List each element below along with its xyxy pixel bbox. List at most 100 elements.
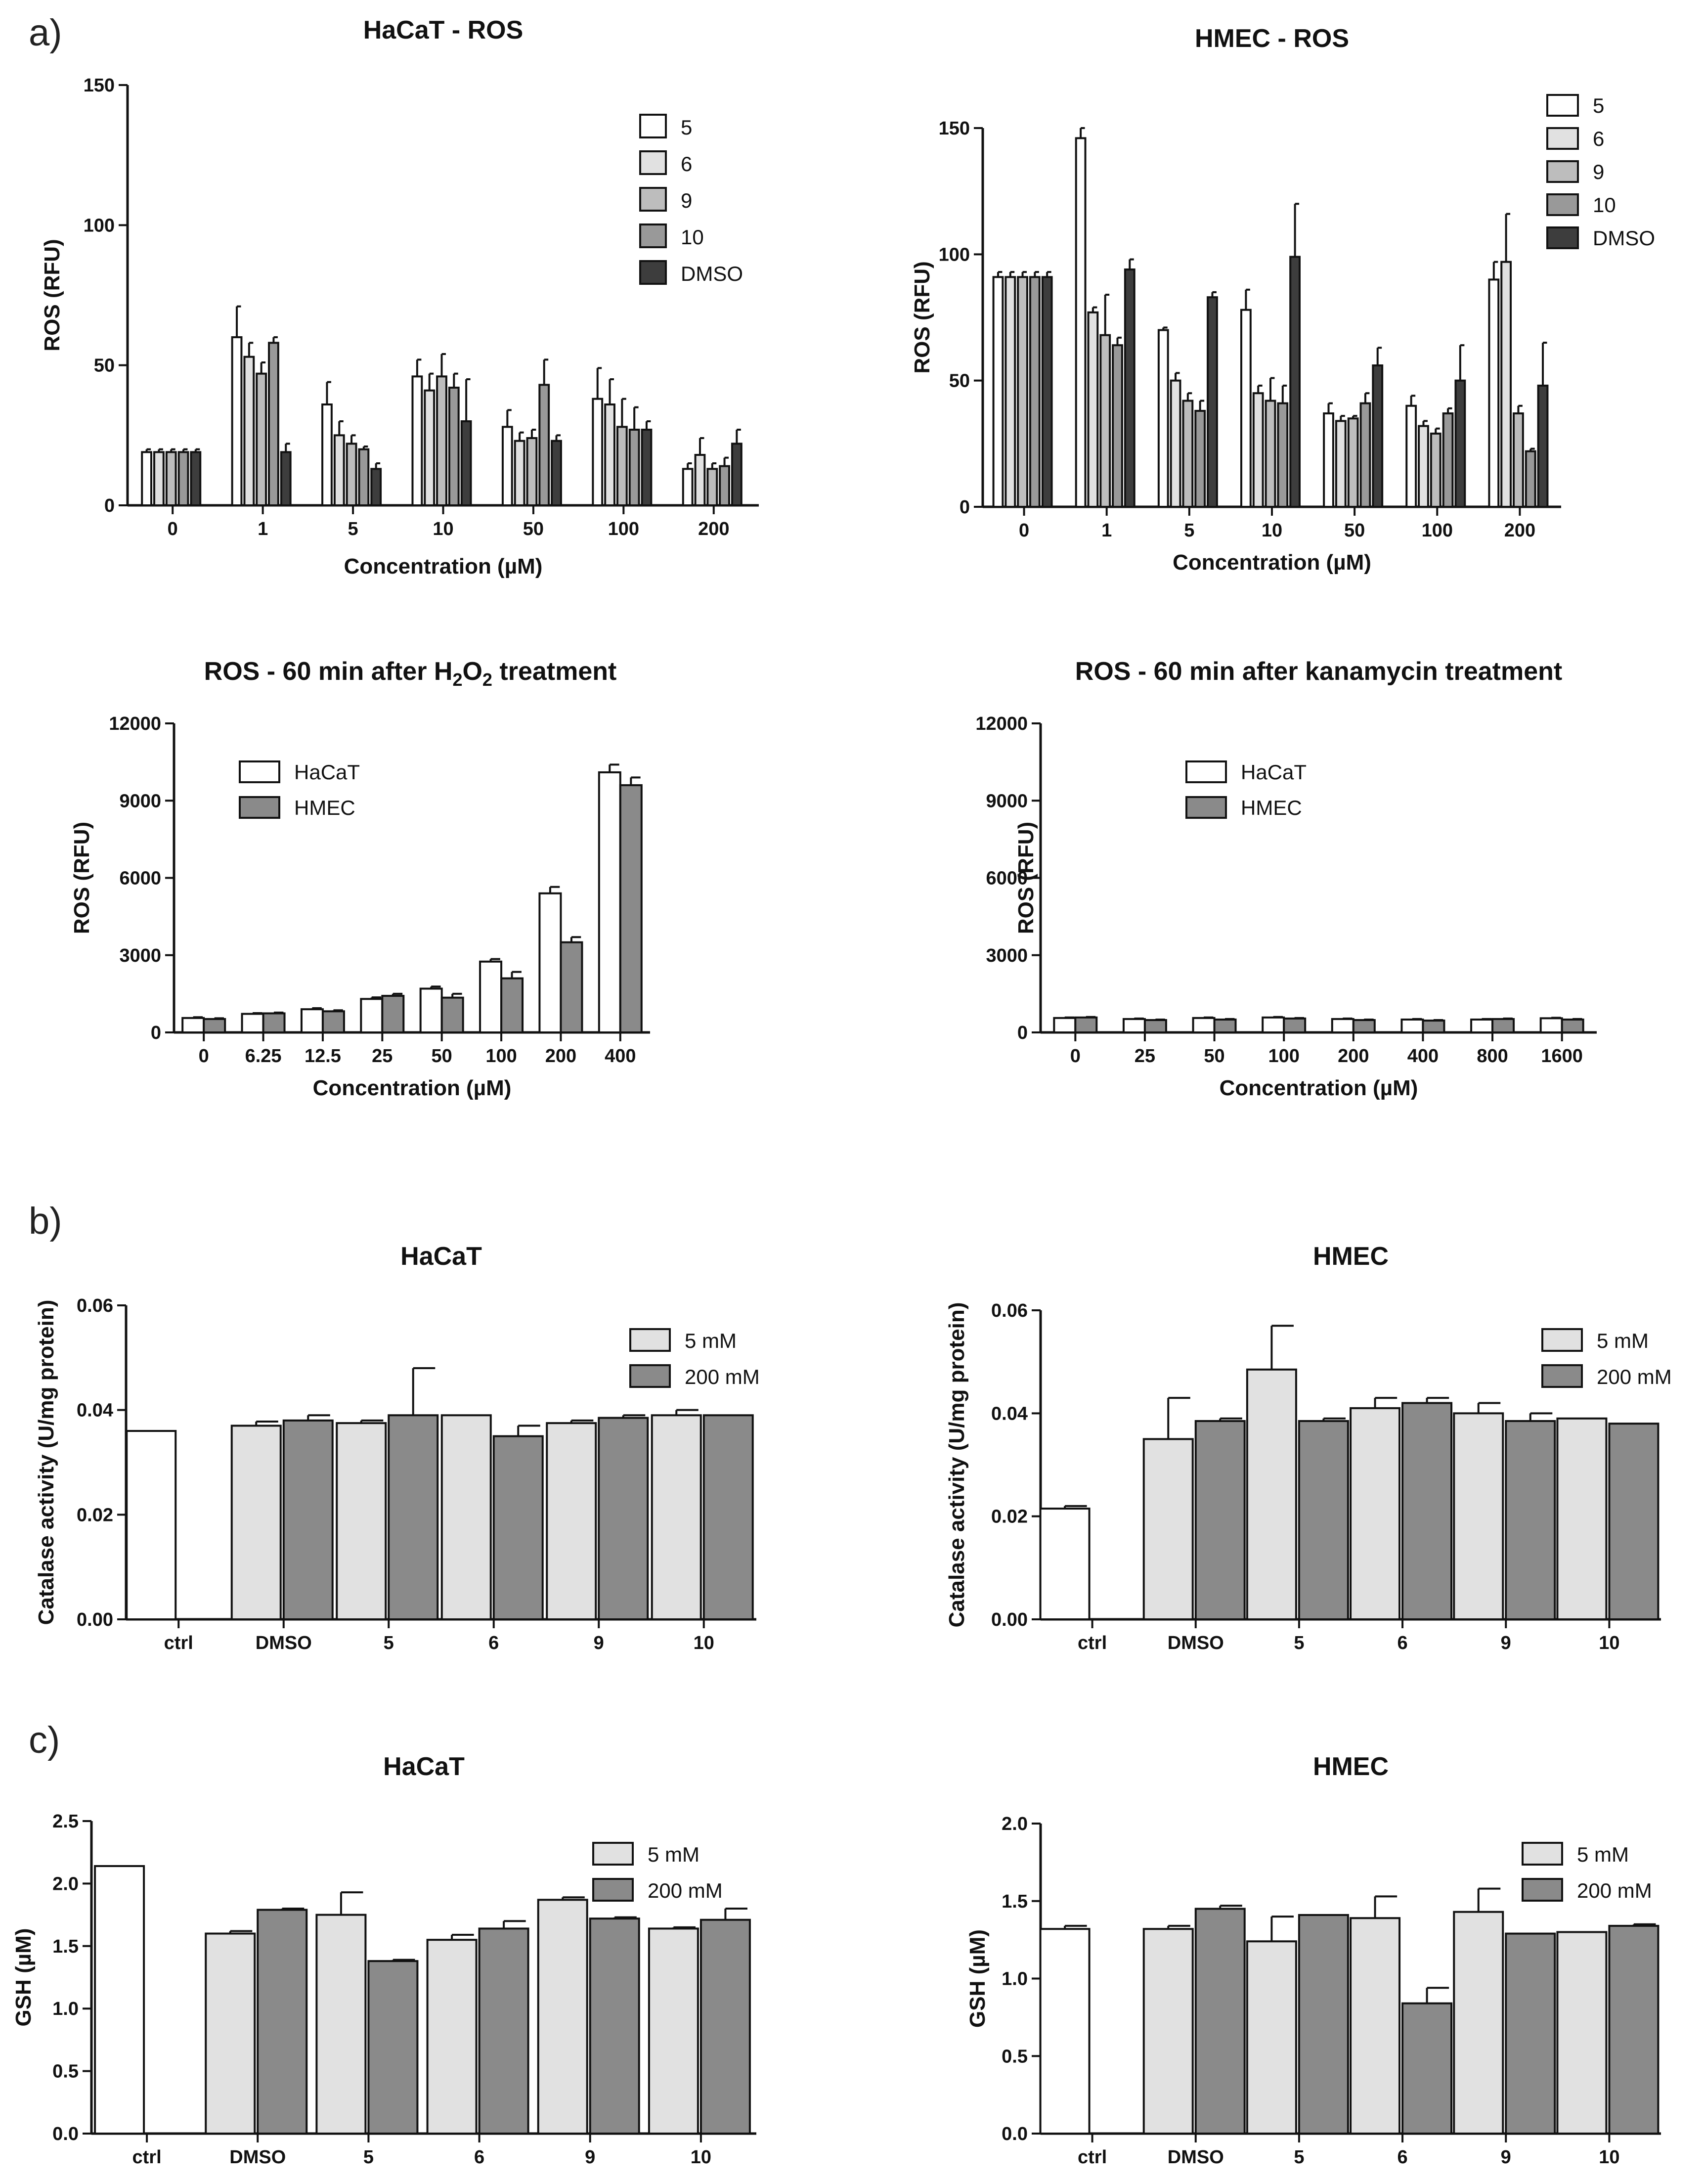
bar — [1350, 1407, 1401, 1621]
x-tick-label: 6 — [474, 2147, 484, 2168]
bar — [381, 995, 405, 1033]
legend-label: DMSO — [1593, 226, 1655, 250]
bar — [1453, 1412, 1504, 1620]
x-tick-label: 5 — [1184, 520, 1194, 541]
x-tick-label: 10 — [691, 2147, 711, 2168]
y-tick-label: 12000 — [975, 713, 1028, 734]
bar — [1194, 409, 1206, 508]
bar — [699, 1918, 751, 2135]
bar — [346, 443, 357, 506]
x-tick-label: 5 — [348, 519, 358, 539]
legend-label: 10 — [681, 225, 704, 249]
bar — [126, 1430, 177, 1620]
legend-label: 200 mM — [1577, 1879, 1652, 1902]
legend-label: HMEC — [1241, 796, 1302, 819]
chart-title: HaCaT — [400, 1242, 482, 1271]
y-tick-label: 0.04 — [77, 1400, 113, 1421]
legend-swatch — [629, 1364, 671, 1388]
bar — [589, 1917, 640, 2135]
x-tick-label: 100 — [485, 1046, 517, 1067]
bar — [1442, 412, 1454, 508]
bar — [1246, 1940, 1297, 2135]
chart-c1: HaCaT 0.0 0.5 1.0 1.5 2.0 2.5 GSH (µM) ctrl DMSO 5… — [11, 1752, 756, 2168]
bar — [992, 276, 1004, 508]
chart-a4: ROS - 60 min after kanamycin treatment 0 3… — [975, 657, 1597, 1100]
legend-label: 9 — [1593, 160, 1604, 183]
legend-label: HaCaT — [294, 760, 360, 784]
x-tick-label: ctrl — [132, 2147, 162, 2168]
y-tick-label: 0.06 — [991, 1300, 1028, 1321]
bar — [551, 440, 562, 507]
legend-swatch — [1546, 193, 1579, 216]
y-tick-label: 1.5 — [1002, 1891, 1028, 1912]
chart-title-h2o2: ROS - 60 min after H2O2 treatment — [204, 657, 617, 690]
y-tick-label: 6000 — [986, 868, 1028, 889]
bar — [648, 1927, 699, 2135]
bar — [1252, 392, 1264, 508]
bar — [1277, 402, 1289, 508]
bar — [500, 977, 524, 1033]
bar — [651, 1414, 702, 1620]
y-tick-label: 0.06 — [77, 1295, 113, 1316]
bar — [1505, 1932, 1556, 2135]
bar — [358, 448, 370, 507]
bar — [694, 454, 706, 506]
bar — [231, 336, 243, 506]
bar — [702, 1414, 754, 1620]
bar — [641, 429, 653, 506]
bar — [1053, 1017, 1077, 1033]
x-tick-label: 100 — [608, 519, 639, 539]
x-tick-label: 25 — [1135, 1046, 1155, 1067]
y-tick-label: 3000 — [986, 945, 1028, 966]
bar — [1454, 379, 1466, 508]
bar — [1556, 1417, 1608, 1620]
bar — [440, 1414, 492, 1620]
y-tick-label: 150 — [939, 118, 970, 139]
bar — [436, 375, 447, 506]
bar — [153, 451, 165, 506]
bar — [282, 1419, 334, 1620]
bar — [230, 1425, 282, 1621]
bar — [257, 1909, 308, 2135]
bar — [1182, 400, 1194, 508]
y-tick-label: 0 — [960, 497, 970, 518]
x-tick-label: ctrl — [1078, 2147, 1107, 2168]
panel-label-a: a) — [29, 12, 62, 54]
legend-swatch — [1185, 760, 1227, 783]
x-tick-label: ctrl — [1078, 1633, 1107, 1653]
bar — [1561, 1018, 1584, 1033]
bar — [205, 1932, 256, 2135]
bar — [1087, 311, 1099, 508]
bar — [419, 987, 443, 1034]
bar — [1289, 256, 1301, 508]
legend-swatch — [239, 760, 280, 783]
chart-title: HaCaT — [383, 1752, 465, 1781]
x-tick-label: 100 — [1422, 520, 1453, 541]
x-tick-label: 10 — [1262, 520, 1282, 541]
bar — [448, 387, 460, 506]
bar — [1500, 261, 1512, 508]
bar — [360, 998, 384, 1033]
bar — [1335, 420, 1347, 508]
legend-swatch — [239, 796, 280, 819]
y-tick-label: 3000 — [119, 945, 161, 966]
bar — [479, 960, 503, 1034]
x-tick-label: 10 — [1599, 1633, 1619, 1653]
legend-label: 200 mM — [685, 1365, 760, 1388]
x-tick-label: 6 — [1397, 2147, 1408, 2168]
bar — [460, 420, 472, 506]
bar — [262, 1012, 286, 1033]
x-tick-label: 10 — [694, 1633, 714, 1653]
bar — [501, 426, 513, 506]
bar — [1539, 1017, 1563, 1034]
bar — [1262, 1016, 1285, 1034]
y-tick-label: 1.0 — [1002, 1969, 1028, 1990]
bar — [1430, 432, 1441, 508]
legend-swatch — [592, 1878, 634, 1902]
bar — [537, 1899, 588, 2135]
bar — [526, 437, 538, 506]
y-axis-label: Catalase activity (U/mg protein) — [945, 1302, 969, 1628]
chart-title: ROS - 60 min after kanamycin treatment — [1075, 657, 1562, 686]
bar — [538, 384, 550, 506]
